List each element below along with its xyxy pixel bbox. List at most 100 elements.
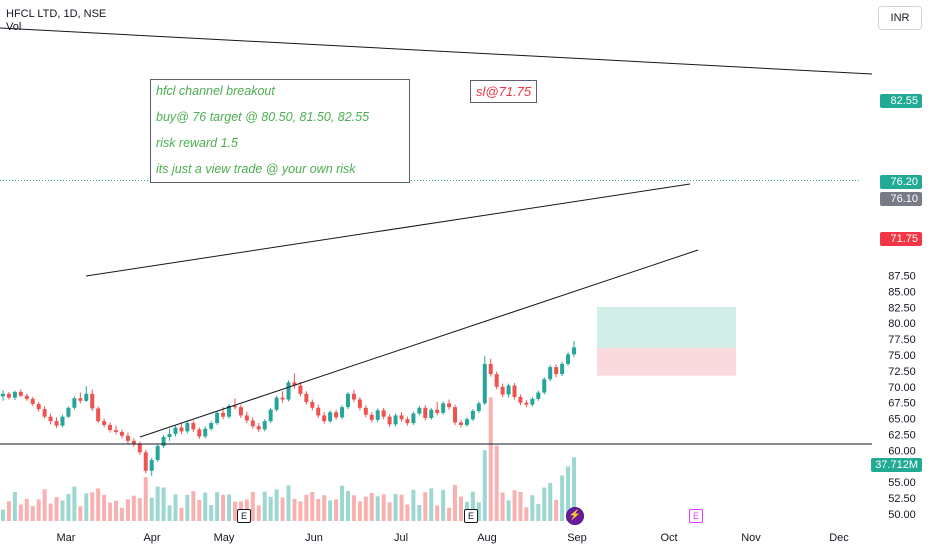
volume-bars	[1, 397, 576, 521]
volume-bar	[274, 489, 279, 521]
volume-bar	[131, 495, 136, 521]
volume-bar	[173, 494, 178, 521]
volume-bar	[524, 507, 529, 521]
candle-body	[262, 421, 267, 430]
volume-bar	[12, 492, 17, 521]
price-axis[interactable]: 50.0052.5055.0057.5060.0062.5065.0067.50…	[888, 271, 916, 522]
volume-bar	[108, 502, 113, 521]
candle-body	[554, 367, 559, 375]
candle-body	[143, 452, 148, 471]
target-zone[interactable]	[597, 306, 736, 349]
currency-button[interactable]: INR	[878, 6, 922, 30]
stop-zone[interactable]	[597, 348, 736, 376]
volume-bar	[411, 489, 416, 521]
candle-body	[48, 416, 53, 422]
volume-bar	[24, 498, 29, 521]
candle-body	[530, 398, 535, 405]
volume-bar	[256, 505, 261, 521]
volume-bar	[42, 489, 47, 521]
price-tick-label: 82.50	[888, 302, 916, 314]
volume-bar	[298, 501, 303, 521]
candle-body	[149, 459, 154, 471]
volume-bar	[221, 494, 226, 521]
candle-body	[155, 445, 160, 460]
stop-loss-note[interactable]: sl@71.75	[470, 80, 538, 103]
candle-body	[227, 405, 232, 417]
candle-body	[78, 398, 83, 401]
candle-body	[1, 393, 5, 397]
earnings-e-icon[interactable]: E	[237, 509, 251, 523]
candle-body	[215, 412, 220, 424]
candle-body	[286, 382, 291, 400]
candle-body	[500, 386, 505, 395]
candle-body	[429, 409, 434, 418]
candle-body	[340, 407, 345, 418]
channel-lower-line[interactable]	[139, 249, 699, 438]
volume-bar	[125, 499, 130, 521]
time-tick-label: Apr	[143, 532, 160, 544]
volume-bar	[345, 490, 350, 521]
volume-bar	[280, 497, 285, 521]
chart-header: HFCL LTD, 1D, NSE Vol	[6, 8, 106, 34]
note-line: buy@ 76 target @ 80.50, 81.50, 82.55	[156, 110, 370, 124]
volume-bar	[209, 505, 214, 521]
candle-body	[42, 409, 47, 417]
candle-body	[470, 410, 475, 420]
volume-bar	[554, 499, 559, 521]
volume-bar	[286, 485, 291, 521]
candle-body	[209, 423, 214, 429]
candle-body	[102, 421, 107, 425]
volume-bar	[66, 493, 71, 521]
volume-bar	[114, 500, 119, 521]
earnings-e-icon[interactable]: E	[464, 509, 478, 523]
candle-body	[328, 412, 333, 422]
volume-bar	[72, 486, 77, 521]
price-tick-label: 67.50	[888, 398, 916, 410]
time-tick-label: Jun	[305, 532, 323, 544]
candle-body	[411, 413, 416, 424]
position-zones[interactable]	[597, 306, 736, 376]
upper-trendline[interactable]	[0, 27, 873, 75]
trendlines[interactable]	[0, 27, 873, 445]
candle-body	[131, 440, 136, 445]
split-bolt-icon[interactable]: ⚡	[566, 507, 584, 525]
price-tick-label: 70.00	[888, 382, 916, 394]
time-axis[interactable]: Mar Apr May Jun Jul Aug Sep Oct Nov Dec	[57, 532, 850, 544]
time-tick-label: Jul	[394, 532, 408, 544]
last-price-label: 76.20	[880, 175, 922, 189]
candle-body	[119, 431, 124, 436]
candle-body	[66, 407, 71, 417]
candle-body	[60, 416, 65, 426]
volume-bar	[375, 496, 380, 521]
candle-body	[54, 421, 59, 426]
channel-upper-line[interactable]	[85, 183, 691, 277]
candle-body	[345, 393, 350, 408]
candle-body	[453, 407, 458, 423]
trade-note-box[interactable]: hfcl channel breakout buy@ 76 target @ 8…	[150, 79, 410, 183]
candle-body	[464, 419, 469, 425]
candle-body	[114, 430, 119, 432]
candle-body	[518, 396, 523, 403]
volume-bar	[512, 490, 517, 521]
volume-bar	[322, 495, 327, 521]
candle-body	[90, 393, 95, 409]
candle-body	[572, 347, 576, 355]
volume-bar	[458, 496, 463, 521]
volume-bar	[119, 507, 124, 521]
candle-body	[274, 397, 279, 410]
price-tick-label: 87.50	[888, 271, 916, 283]
candle-body	[96, 408, 101, 422]
candle-body	[375, 410, 380, 420]
volume-bar	[488, 397, 493, 521]
volume-bar	[476, 502, 481, 521]
price-tick-label: 72.50	[888, 366, 916, 378]
candle-body	[524, 402, 529, 405]
volume-bar	[542, 487, 547, 521]
time-tick-label: Nov	[741, 532, 761, 544]
volume-bar	[363, 496, 368, 521]
volume-bar	[494, 445, 499, 521]
candle-body	[405, 419, 410, 424]
volume-bar	[304, 494, 309, 521]
upcoming-earnings-e-icon[interactable]: E	[689, 509, 703, 523]
